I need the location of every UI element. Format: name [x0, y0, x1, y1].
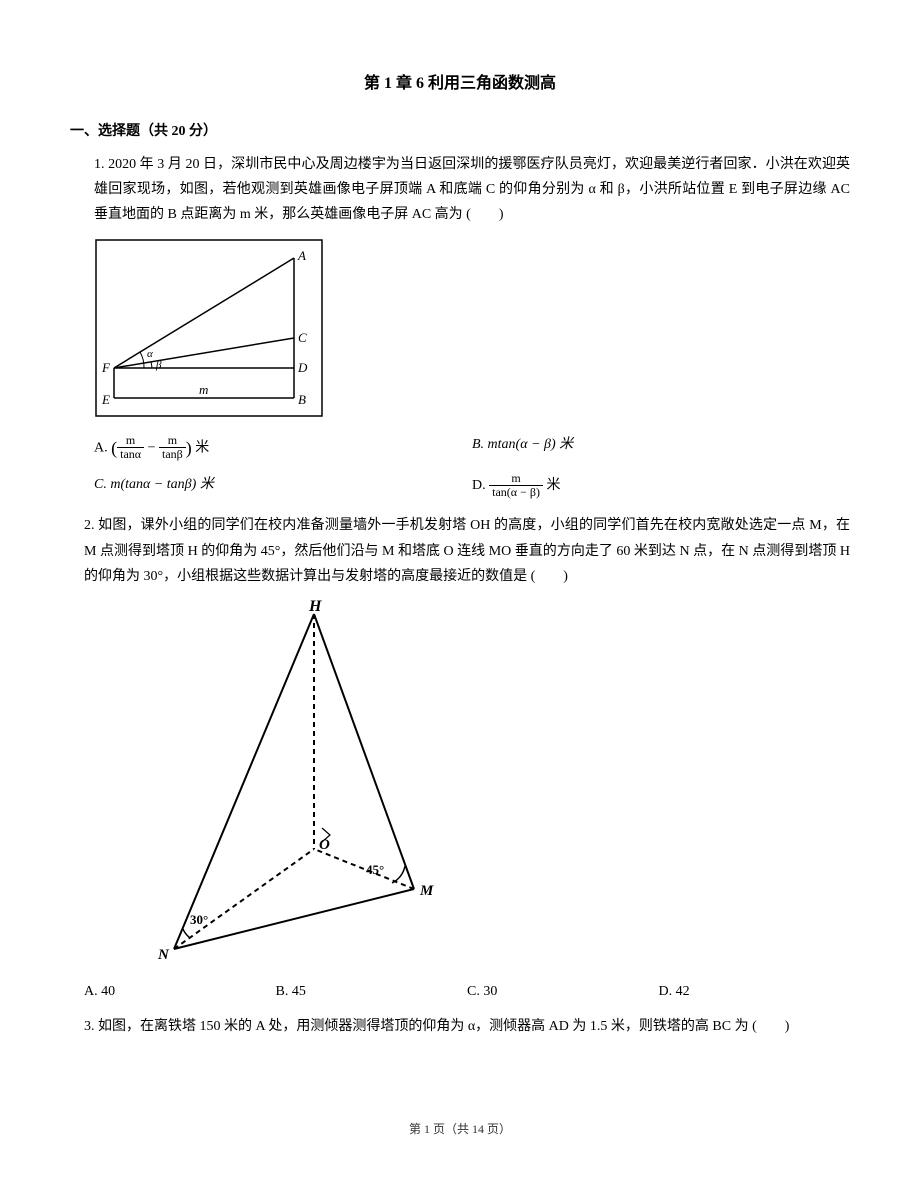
- q1-num: 1.: [94, 157, 108, 172]
- svg-text:30°: 30°: [190, 912, 208, 927]
- page-footer: 第 1 页（共 14 页）: [70, 1119, 850, 1141]
- q1-frac1-num: m: [117, 434, 144, 448]
- svg-text:M: M: [419, 883, 434, 899]
- q1-options: A. (mtanα − mtanβ) 米 B. mtan(α − β) 米 C.…: [94, 428, 850, 504]
- q1-figure: A C D B F E α β m: [94, 238, 850, 418]
- page-title: 第 1 章 6 利用三角函数测高: [70, 70, 850, 99]
- q1-text: 1. 2020 年 3 月 20 日，深圳市民中心及周边楼宇为当日返回深圳的援鄂…: [94, 152, 850, 228]
- q3-body: 如图，在离铁塔 150 米的 A 处，用测倾器测得塔顶的仰角为 α，测倾器高 A…: [98, 1019, 789, 1034]
- q2-options: A. 40 B. 45 C. 30 D. 42: [84, 979, 850, 1004]
- q1-frac1-den: tanα: [117, 448, 144, 461]
- q2-option-b: B. 45: [276, 979, 468, 1004]
- svg-text:B: B: [298, 392, 306, 407]
- q1-optA-prefix: A.: [94, 440, 111, 455]
- question-2: 2. 如图，课外小组的同学们在校内准备测量墙外一手机发射塔 OH 的高度，小组的…: [84, 513, 850, 1004]
- q2-option-d: D. 42: [659, 979, 851, 1004]
- q1-frac2-num: m: [159, 434, 186, 448]
- q1-optD-suffix: 米: [543, 478, 561, 493]
- q2-text: 2. 如图，课外小组的同学们在校内准备测量墙外一手机发射塔 OH 的高度，小组的…: [84, 513, 850, 589]
- svg-text:C: C: [298, 330, 307, 345]
- q1-option-c: C. m(tanα − tanβ) 米: [94, 468, 472, 503]
- section-header: 一、选择题（共 20 分）: [70, 119, 850, 144]
- svg-text:E: E: [101, 392, 110, 407]
- q1-optB-text: B. mtan(α − β) 米: [472, 437, 573, 452]
- q1-option-b: B. mtan(α − β) 米: [472, 428, 850, 468]
- q1-fracD-den: tan(α − β): [489, 486, 543, 499]
- q2-option-a: A. 40: [84, 979, 276, 1004]
- q3-num: 3.: [84, 1019, 98, 1034]
- svg-text:m: m: [199, 382, 208, 397]
- q1-option-d: D. mtan(α − β) 米: [472, 468, 850, 503]
- svg-text:N: N: [157, 947, 170, 963]
- svg-text:α: α: [147, 348, 153, 360]
- q1-option-a: A. (mtanα − mtanβ) 米: [94, 428, 472, 468]
- question-3: 3. 如图，在离铁塔 150 米的 A 处，用测倾器测得塔顶的仰角为 α，测倾器…: [84, 1014, 850, 1039]
- q3-text: 3. 如图，在离铁塔 150 米的 A 处，用测倾器测得塔顶的仰角为 α，测倾器…: [84, 1014, 850, 1039]
- q1-body: 2020 年 3 月 20 日，深圳市民中心及周边楼宇为当日返回深圳的援鄂医疗队…: [94, 157, 850, 222]
- q2-option-c: C. 30: [467, 979, 659, 1004]
- q1-fracD-num: m: [489, 472, 543, 486]
- q1-frac2-den: tanβ: [159, 448, 186, 461]
- q1-optC-text: C. m(tanα − tanβ) 米: [94, 477, 214, 492]
- svg-text:O: O: [319, 837, 330, 853]
- svg-text:H: H: [308, 599, 322, 615]
- q2-body: 如图，课外小组的同学们在校内准备测量墙外一手机发射塔 OH 的高度，小组的同学们…: [84, 518, 850, 583]
- q1-optD-prefix: D.: [472, 478, 489, 493]
- q2-figure: H O M N 45° 30°: [144, 599, 850, 969]
- question-1: 1. 2020 年 3 月 20 日，深圳市民中心及周边楼宇为当日返回深圳的援鄂…: [94, 152, 850, 503]
- svg-text:F: F: [101, 360, 111, 375]
- svg-text:β: β: [155, 359, 162, 371]
- q2-num: 2.: [84, 518, 98, 533]
- svg-text:A: A: [297, 248, 306, 263]
- svg-text:D: D: [297, 360, 308, 375]
- svg-text:45°: 45°: [366, 862, 384, 877]
- q1-optA-suffix: 米: [192, 440, 210, 455]
